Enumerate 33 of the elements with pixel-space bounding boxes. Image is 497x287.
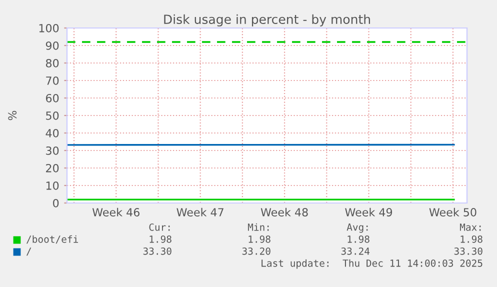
x-tick-label: Week 49 [345, 208, 392, 216]
y-tick-label: 10 [46, 181, 59, 190]
legend-label: /boot/efi [26, 235, 78, 244]
x-tick-label: Week 48 [260, 208, 308, 216]
y-tick-label: 60 [46, 94, 59, 102]
text: Min: [248, 223, 269, 231]
y-axis-title: % [8, 110, 17, 120]
y-tick-label: 20 [46, 164, 59, 172]
y-tick-label: 30 [46, 146, 59, 155]
text: 33.24 [341, 247, 370, 255]
text: Cur: [149, 223, 170, 231]
x-tick-label: Week 46 [92, 208, 140, 216]
y-tick-label: 90 [46, 41, 59, 50]
y-tick-label: 70 [46, 76, 59, 85]
text: 33.30 [454, 247, 482, 255]
y-tick-label: 80 [46, 58, 59, 68]
text: 33.30 [143, 247, 172, 255]
x-tick-label: Week 50 [429, 208, 476, 216]
y-tick-label: 100 [39, 24, 59, 32]
y-tick-label: 50 [46, 111, 59, 120]
text: 1.98 [150, 235, 172, 243]
legend-label: / [26, 248, 32, 256]
text: 1.98 [348, 235, 370, 243]
x-tick-label: Week 47 [176, 208, 224, 216]
text: 1.98 [460, 235, 482, 243]
text: 33.20 [242, 247, 270, 255]
text: Avg: [346, 224, 368, 233]
y-tick-label: 40 [46, 128, 59, 138]
chart-title: Disk usage in percent - by month [164, 14, 370, 26]
text: Max: [460, 224, 481, 231]
y-tick-label: 0 [53, 198, 59, 208]
text: Last update: Thu Dec 11 14:00:03 2025 [262, 259, 482, 269]
text: 1.98 [248, 235, 270, 243]
